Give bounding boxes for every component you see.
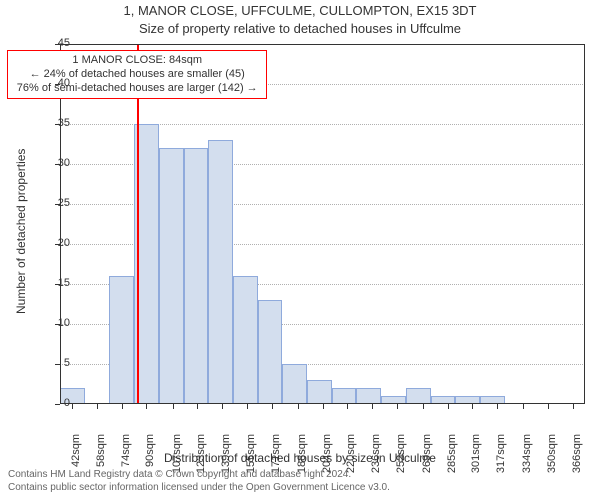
- y-tick-label: 5: [40, 357, 70, 369]
- y-tick-label: 25: [40, 197, 70, 209]
- x-tick-mark: [372, 404, 373, 409]
- y-tick-label: 20: [40, 237, 70, 249]
- x-tick-mark: [298, 404, 299, 409]
- x-tick-mark: [497, 404, 498, 409]
- annotation-line-1: 1 MANOR CLOSE: 84sqm: [14, 54, 260, 68]
- x-tick-mark: [222, 404, 223, 409]
- attribution: Contains HM Land Registry data © Crown c…: [8, 469, 592, 494]
- attribution-line-1: Contains HM Land Registry data © Crown c…: [8, 469, 592, 482]
- y-tick-label: 45: [40, 37, 70, 49]
- y-tick-label: 35: [40, 117, 70, 129]
- x-tick-mark: [272, 404, 273, 409]
- x-tick-mark: [472, 404, 473, 409]
- x-tick-mark: [72, 404, 73, 409]
- chart-container: { "title": "1, MANOR CLOSE, UFFCULME, CU…: [0, 0, 600, 500]
- x-tick-mark: [548, 404, 549, 409]
- y-tick-label: 30: [40, 157, 70, 169]
- x-tick-mark: [97, 404, 98, 409]
- plot-area: 1 MANOR CLOSE: 84sqm ← 24% of detached h…: [60, 44, 585, 404]
- x-tick-mark: [397, 404, 398, 409]
- chart-title: 1, MANOR CLOSE, UFFCULME, CULLOMPTON, EX…: [0, 3, 600, 18]
- y-tick-label: 40: [40, 77, 70, 89]
- x-tick-mark: [347, 404, 348, 409]
- x-tick-mark: [573, 404, 574, 409]
- x-tick-mark: [523, 404, 524, 409]
- x-tick-mark: [323, 404, 324, 409]
- annotation-box: 1 MANOR CLOSE: 84sqm ← 24% of detached h…: [7, 50, 267, 99]
- chart-subtitle: Size of property relative to detached ho…: [0, 21, 600, 36]
- x-tick-mark: [197, 404, 198, 409]
- y-tick-label: 15: [40, 277, 70, 289]
- x-tick-mark: [122, 404, 123, 409]
- x-tick-mark: [423, 404, 424, 409]
- y-tick-label: 10: [40, 317, 70, 329]
- x-tick-mark: [146, 404, 147, 409]
- y-tick-label: 0: [40, 397, 70, 409]
- attribution-line-2: Contains public sector information licen…: [8, 482, 592, 495]
- x-tick-mark: [448, 404, 449, 409]
- y-axis-label: Number of detached properties: [14, 149, 28, 314]
- x-tick-mark: [173, 404, 174, 409]
- x-tick-mark: [247, 404, 248, 409]
- x-axis-label: Distribution of detached houses by size …: [0, 451, 600, 465]
